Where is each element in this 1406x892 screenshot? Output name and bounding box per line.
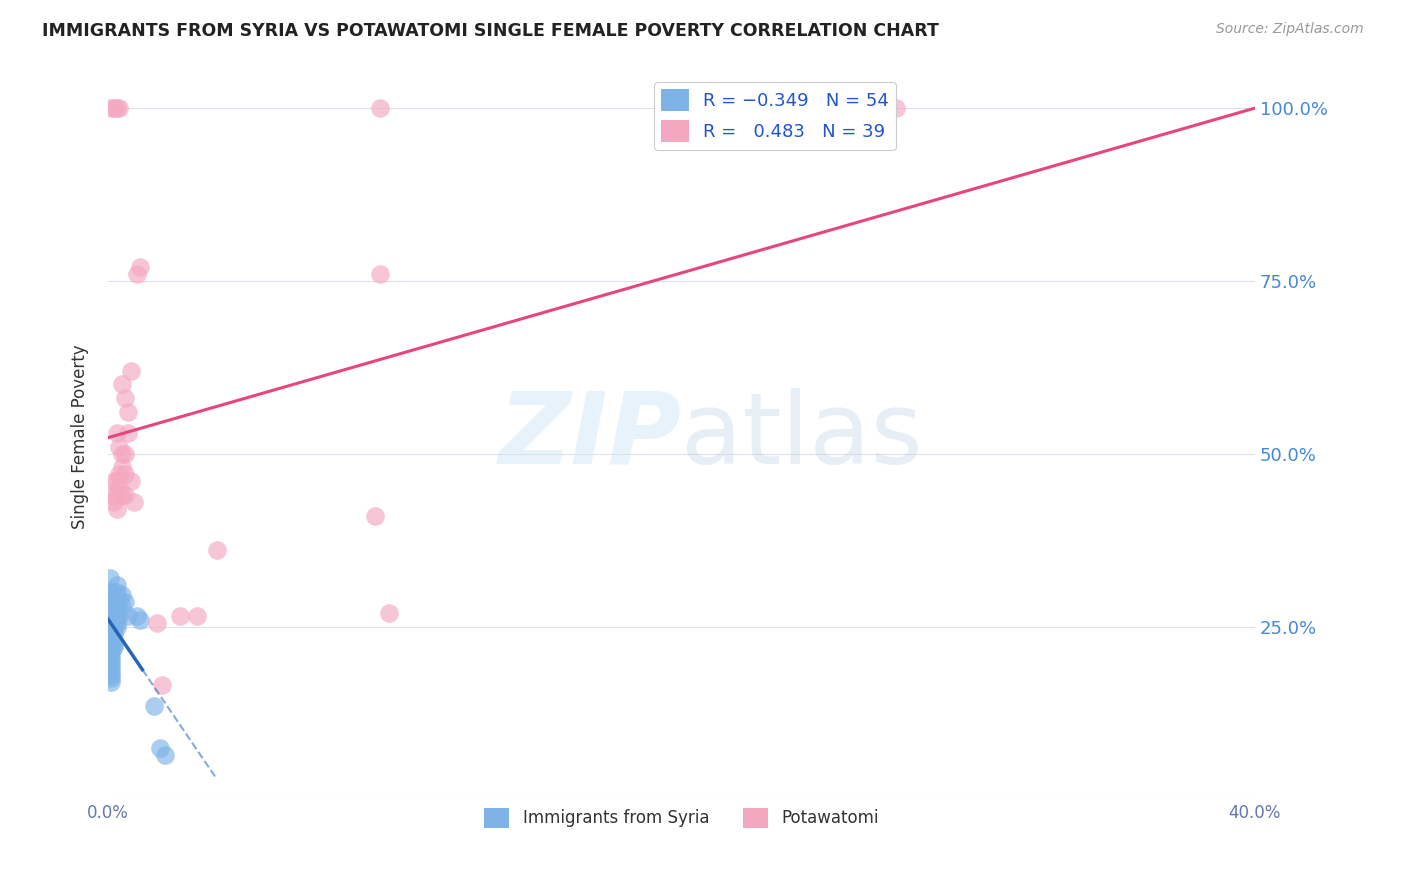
Point	[117, 405, 139, 419]
Point	[128, 260, 150, 274]
Point	[142, 699, 165, 714]
Point	[122, 495, 145, 509]
Point	[98, 571, 121, 585]
Point	[100, 633, 122, 648]
Point	[103, 599, 125, 613]
Point	[155, 747, 177, 762]
Point	[105, 502, 128, 516]
Point	[100, 609, 122, 624]
Point	[103, 633, 125, 648]
Point	[105, 606, 128, 620]
Point	[117, 609, 139, 624]
Point	[103, 613, 125, 627]
Point	[108, 101, 131, 115]
Point	[169, 609, 191, 624]
Point	[103, 474, 125, 488]
Text: IMMIGRANTS FROM SYRIA VS POTAWATOMI SINGLE FEMALE POVERTY CORRELATION CHART: IMMIGRANTS FROM SYRIA VS POTAWATOMI SING…	[42, 22, 939, 40]
Point	[105, 619, 128, 633]
Point	[108, 467, 131, 482]
Point	[103, 637, 125, 651]
Point	[152, 678, 174, 692]
Point	[111, 599, 134, 613]
Point	[120, 363, 142, 377]
Point	[100, 599, 122, 613]
Point	[100, 606, 122, 620]
Point	[111, 460, 134, 475]
Point	[101, 585, 124, 599]
Point	[103, 606, 125, 620]
Point	[105, 609, 128, 624]
Point	[100, 616, 122, 631]
Point	[149, 740, 172, 755]
Point	[105, 488, 128, 502]
Point	[105, 578, 128, 592]
Point	[100, 661, 122, 675]
Point	[100, 665, 122, 679]
Point	[100, 640, 122, 655]
Point	[100, 640, 122, 655]
Point	[886, 101, 908, 115]
Point	[105, 474, 128, 488]
Point	[98, 585, 121, 599]
Point	[100, 672, 122, 686]
Text: Source: ZipAtlas.com: Source: ZipAtlas.com	[1216, 22, 1364, 37]
Y-axis label: Single Female Poverty: Single Female Poverty	[72, 344, 89, 529]
Point	[100, 647, 122, 661]
Point	[105, 425, 128, 440]
Point	[108, 481, 131, 495]
Point	[105, 585, 128, 599]
Point	[111, 446, 134, 460]
Point	[100, 644, 122, 658]
Point	[98, 591, 121, 606]
Point	[128, 613, 150, 627]
Point	[114, 467, 136, 482]
Point	[100, 657, 122, 672]
Point	[100, 619, 122, 633]
Point	[108, 602, 131, 616]
Point	[100, 668, 122, 682]
Point	[117, 425, 139, 440]
Point	[108, 609, 131, 624]
Point	[105, 595, 128, 609]
Point	[370, 267, 392, 281]
Point	[378, 606, 401, 620]
Point	[105, 101, 128, 115]
Point	[103, 101, 125, 115]
Point	[120, 474, 142, 488]
Point	[103, 626, 125, 640]
Point	[100, 674, 122, 689]
Point	[100, 630, 122, 644]
Point	[100, 654, 122, 668]
Point	[114, 488, 136, 502]
Point	[100, 637, 122, 651]
Legend: Immigrants from Syria, Potawatomi: Immigrants from Syria, Potawatomi	[478, 801, 886, 835]
Point	[186, 609, 208, 624]
Point	[111, 488, 134, 502]
Point	[103, 619, 125, 633]
Point	[101, 595, 124, 609]
Point	[125, 609, 148, 624]
Point	[125, 267, 148, 281]
Point	[111, 377, 134, 392]
Text: atlas: atlas	[682, 388, 924, 484]
Point	[114, 595, 136, 609]
Point	[100, 488, 122, 502]
Point	[100, 650, 122, 665]
Point	[111, 588, 134, 602]
Point	[100, 623, 122, 637]
Point	[108, 591, 131, 606]
Point	[205, 543, 228, 558]
Text: ZIP: ZIP	[499, 388, 682, 484]
Point	[370, 101, 392, 115]
Point	[105, 616, 128, 631]
Point	[145, 616, 167, 631]
Point	[100, 101, 122, 115]
Point	[114, 391, 136, 405]
Point	[108, 440, 131, 454]
Point	[363, 508, 385, 523]
Point	[100, 626, 122, 640]
Point	[114, 446, 136, 460]
Point	[103, 495, 125, 509]
Point	[103, 640, 125, 655]
